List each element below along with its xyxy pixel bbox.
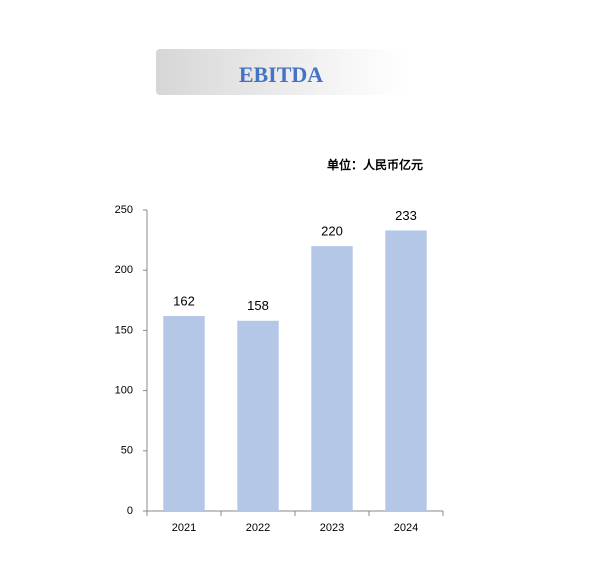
bar bbox=[163, 315, 205, 511]
y-tick-label: 200 bbox=[115, 264, 133, 276]
y-tick-label: 100 bbox=[115, 385, 133, 397]
chart-title: EBITDA bbox=[239, 62, 323, 87]
data-label: 162 bbox=[173, 293, 195, 308]
x-tick-label: 2021 bbox=[172, 522, 196, 534]
y-tick-label: 150 bbox=[115, 324, 133, 336]
y-tick-label: 0 bbox=[127, 505, 133, 517]
bar bbox=[311, 246, 353, 511]
data-label: 233 bbox=[395, 208, 417, 223]
x-tick-label: 2024 bbox=[394, 522, 418, 534]
bar bbox=[237, 320, 279, 511]
unit-label: 单位：人民币亿元 bbox=[327, 157, 423, 172]
title-box bbox=[156, 49, 408, 95]
bar bbox=[385, 230, 427, 511]
data-label: 158 bbox=[247, 298, 269, 313]
data-label: 220 bbox=[321, 224, 343, 239]
y-tick-label: 250 bbox=[115, 204, 133, 216]
x-tick-label: 2022 bbox=[246, 522, 270, 534]
y-tick-label: 50 bbox=[121, 445, 133, 457]
x-tick-label: 2023 bbox=[320, 522, 344, 534]
